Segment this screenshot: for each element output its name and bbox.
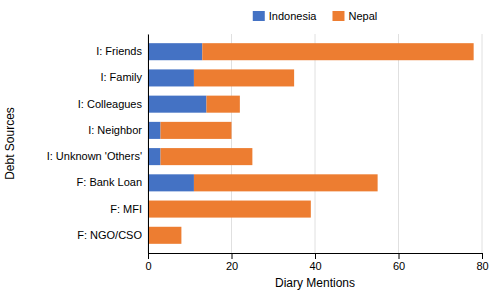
y-tick: F: NGO/CSO bbox=[77, 229, 148, 241]
grid-line bbox=[315, 34, 316, 253]
bar bbox=[206, 96, 239, 113]
y-tick-label: I: Unknown 'Others' bbox=[47, 150, 142, 162]
bar bbox=[148, 227, 181, 244]
bar bbox=[161, 148, 253, 165]
plot: 0 20 40 60 80 I: Friends I: Family I: Colleague… bbox=[47, 34, 489, 272]
grid-line bbox=[482, 34, 483, 253]
legend-label: Indonesia bbox=[269, 10, 318, 22]
x-tick-label: 40 bbox=[309, 260, 321, 272]
y-tick: I: Family bbox=[100, 71, 148, 83]
y-tick-label: F: NGO/CSO bbox=[77, 229, 142, 241]
series bbox=[148, 43, 474, 244]
x-tick-mark bbox=[399, 253, 400, 259]
y-tick-label: F: Bank Loan bbox=[77, 176, 142, 188]
bar bbox=[148, 43, 202, 60]
y-tick-label: I: Neighbor bbox=[88, 124, 142, 136]
y-tick: I: Neighbor bbox=[88, 124, 148, 136]
bar bbox=[148, 148, 161, 165]
y-tick: F: Bank Loan bbox=[77, 176, 148, 188]
x-tick: 80 bbox=[476, 253, 488, 272]
x-axis-line bbox=[149, 254, 483, 260]
legend-item: Indonesia bbox=[253, 10, 318, 22]
bar bbox=[148, 122, 161, 139]
legend-swatch bbox=[253, 11, 265, 21]
y-axis: I: Friends I: Family I: Colleagues I: Neigh… bbox=[47, 35, 149, 254]
x-tick-mark bbox=[232, 253, 233, 259]
bar bbox=[202, 43, 473, 60]
bar bbox=[161, 122, 232, 139]
bar bbox=[148, 69, 194, 86]
chart: 0 20 40 60 80 I: Friends I: Family I: Colleague… bbox=[0, 0, 500, 295]
x-tick-label: 60 bbox=[393, 260, 405, 272]
series bbox=[148, 43, 206, 191]
grid-line bbox=[148, 34, 149, 253]
x-tick: 40 bbox=[309, 253, 321, 272]
bar bbox=[194, 174, 378, 191]
bar bbox=[148, 201, 311, 218]
y-tick-label: I: Friends bbox=[96, 45, 142, 57]
y-axis-title: Debt Sources bbox=[3, 107, 17, 180]
legend-item: Nepal bbox=[332, 10, 377, 22]
x-axis-title: Diary Mentions bbox=[275, 276, 355, 290]
x-tick-label: 0 bbox=[145, 260, 151, 272]
y-tick: I: Colleagues bbox=[78, 98, 148, 110]
grid-line bbox=[231, 34, 232, 253]
grid bbox=[148, 34, 482, 253]
x-tick-mark bbox=[482, 253, 483, 259]
y-tick-label: I: Colleagues bbox=[78, 98, 143, 110]
y-axis-line bbox=[148, 35, 149, 254]
bars bbox=[148, 43, 474, 244]
bar bbox=[194, 69, 294, 86]
legend-label: Nepal bbox=[348, 10, 377, 22]
y-tick-label: I: Family bbox=[100, 71, 142, 83]
legend: Indonesia Nepal bbox=[253, 10, 377, 22]
x-tick-mark bbox=[315, 253, 316, 259]
x-tick: 0 bbox=[145, 253, 151, 272]
y-tick: I: Friends bbox=[96, 45, 148, 57]
y-tick: F: MFI bbox=[110, 203, 148, 215]
grid-line bbox=[398, 34, 399, 253]
y-tick: I: Unknown 'Others' bbox=[47, 150, 148, 162]
legend-swatch bbox=[332, 11, 344, 21]
x-axis: 0 20 40 60 80 bbox=[145, 253, 488, 272]
bar bbox=[148, 96, 206, 113]
x-tick-label: 80 bbox=[476, 260, 488, 272]
x-tick: 60 bbox=[393, 253, 405, 272]
x-tick-mark bbox=[148, 253, 149, 259]
x-tick-label: 20 bbox=[226, 260, 238, 272]
bar bbox=[148, 174, 194, 191]
y-tick-label: F: MFI bbox=[110, 203, 142, 215]
x-tick: 20 bbox=[226, 253, 238, 272]
